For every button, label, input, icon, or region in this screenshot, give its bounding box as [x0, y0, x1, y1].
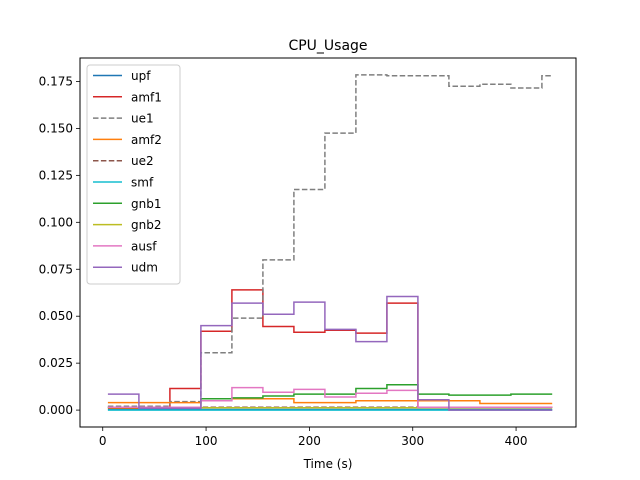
y-tick-label: 0.175: [39, 74, 73, 88]
y-tick-label: 0.000: [39, 403, 73, 417]
legend-label-upf: upf: [131, 69, 151, 83]
y-tick-label: 0.025: [39, 356, 73, 370]
x-tick-label: 100: [195, 434, 218, 448]
y-tick-label: 0.150: [39, 121, 73, 135]
series-line-ue1: [107, 74, 553, 408]
legend: upf amf1 ue1 amf2 ue2 smf gnb1 gnb2 ausf udm: [86, 64, 181, 285]
x-tick-label: 400: [505, 434, 528, 448]
legend-label-ausf: ausf: [131, 239, 157, 253]
legend-label-amf2: amf2: [131, 133, 162, 147]
legend-label-gnb1: gnb1: [131, 197, 161, 211]
legend-label-gnb2: gnb2: [131, 218, 161, 232]
x-tick-label: 300: [401, 434, 424, 448]
chart-title: CPU_Usage: [288, 38, 367, 54]
legend-label-ue1: ue1: [131, 112, 154, 126]
y-tick-label: 0.100: [39, 215, 73, 229]
y-tick-label: 0.125: [39, 168, 73, 182]
plot-frame: [79, 57, 577, 428]
series-line-udm: [107, 295, 553, 411]
legend-label-amf1: amf1: [131, 90, 162, 104]
legend-label-udm: udm: [131, 261, 158, 275]
y-axis: 0.000 0.025 0.050 0.075 0.100 0.125 0.150 0.175: [39, 74, 80, 417]
legend-label-smf: smf: [131, 176, 154, 190]
x-axis: 0 100 200 300 400: [99, 427, 528, 448]
y-tick-label: 0.075: [39, 262, 73, 276]
series-layer: [107, 74, 553, 411]
series-line-ausf: [107, 386, 553, 409]
y-tick-label: 0.050: [39, 309, 73, 323]
x-axis-label: Time (s): [303, 457, 353, 471]
legend-label-ue2: ue2: [131, 154, 154, 168]
x-tick-label: 200: [298, 434, 321, 448]
x-tick-label: 0: [99, 434, 107, 448]
legend-box: [86, 64, 181, 285]
